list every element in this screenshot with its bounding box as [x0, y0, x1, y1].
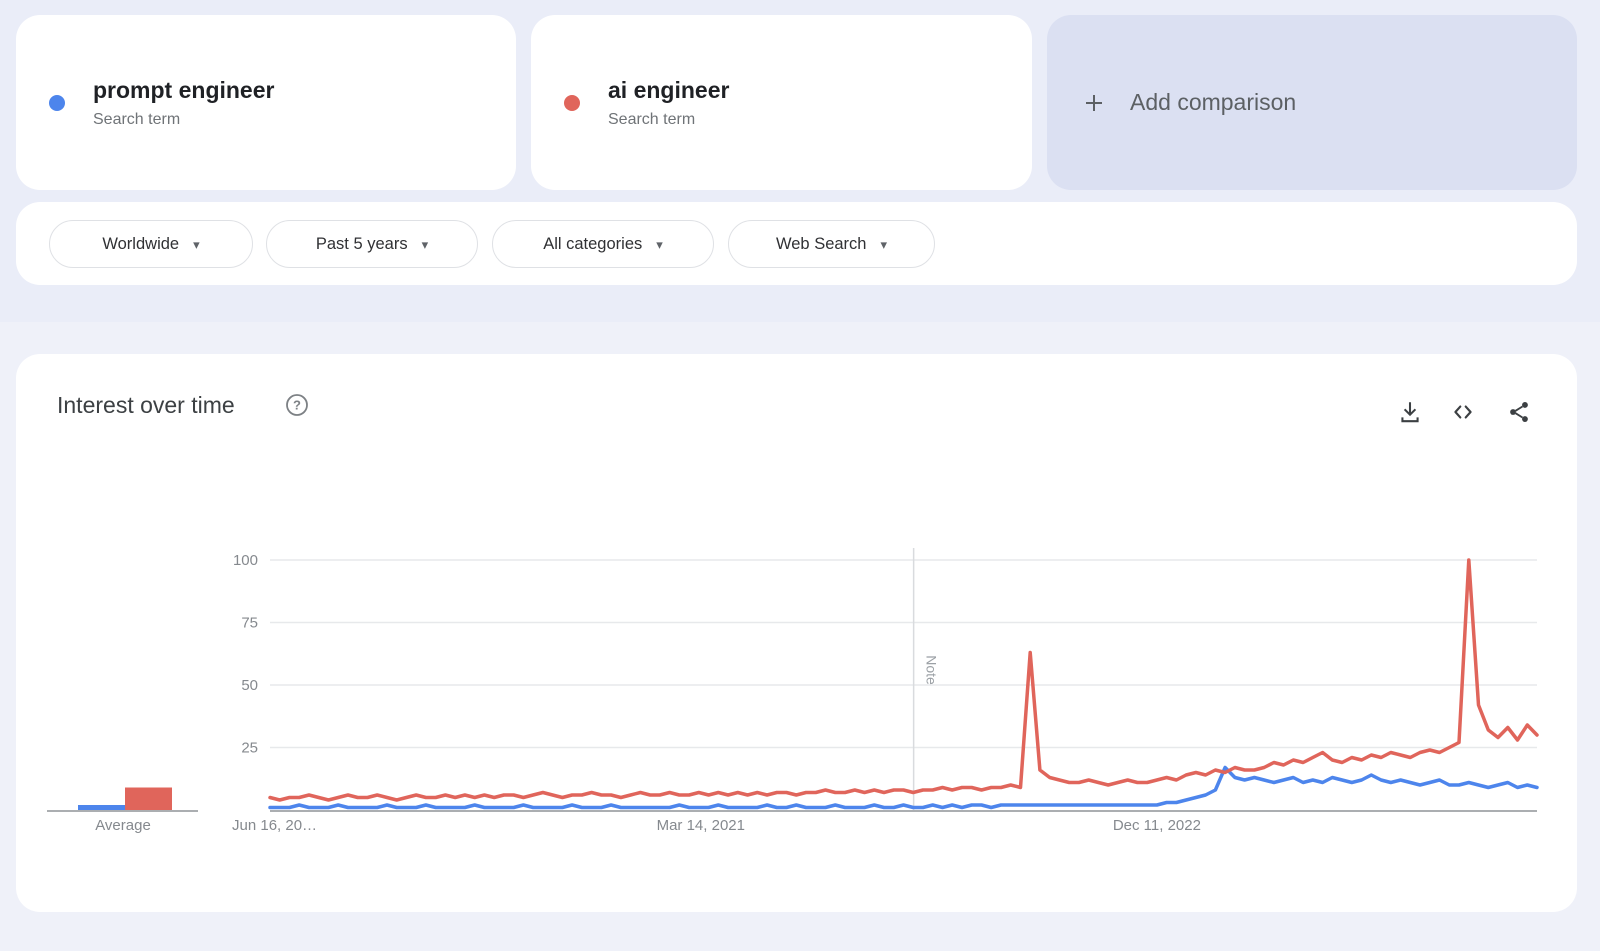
- term-label: ai engineer: [608, 77, 730, 103]
- y-tick-label-100: 100: [233, 552, 258, 569]
- embed-code-icon: [1454, 405, 1472, 419]
- filter-category-label: All categories: [543, 234, 643, 253]
- y-tick-label-75: 75: [241, 615, 258, 632]
- interest-over-time-chart[interactable]: 25 50 75 100 Note Jun 16, 20… Mar 14, 2021 Dec …: [16, 354, 1577, 912]
- x-tick-label-1: Mar 14, 2021: [657, 817, 745, 834]
- note-label: Note: [924, 655, 940, 685]
- help-button[interactable]: ?: [285, 393, 309, 417]
- filter-category-dropdown[interactable]: All categories ▾: [492, 220, 714, 268]
- svg-text:?: ?: [293, 398, 301, 413]
- series-color-dot-red: [564, 94, 580, 111]
- y-tick-label-25: 25: [241, 740, 258, 757]
- average-label: Average: [95, 817, 151, 834]
- download-button[interactable]: [1396, 399, 1424, 427]
- chevron-down-icon: ▾: [656, 237, 663, 252]
- term-card-ai-engineer[interactable]: ai engineer Search term: [531, 15, 1032, 190]
- term-card-text: ai engineer Search term: [608, 76, 729, 129]
- filter-time-dropdown[interactable]: Past 5 years ▾: [266, 220, 478, 268]
- chevron-down-icon: ▾: [880, 237, 888, 252]
- chart-title: Interest over time: [57, 392, 235, 418]
- chevron-down-icon: ▾: [193, 237, 200, 252]
- average-bar-0: [78, 805, 125, 810]
- filter-search-type-dropdown[interactable]: Web Search ▾: [728, 220, 935, 268]
- term-type-label: Search term: [608, 111, 696, 128]
- filter-bar: Worldwide ▾ Past 5 years ▾ All categorie…: [16, 202, 1577, 285]
- add-comparison-label: Add comparison: [1130, 89, 1297, 115]
- series-line-ai-engineer: [268, 558, 1539, 802]
- filter-time-label: Past 5 years: [315, 234, 408, 253]
- filter-region-label: Worldwide: [102, 234, 180, 253]
- series-line-prompt-engineer: [268, 765, 1539, 810]
- interest-over-time-card: Interest over time ? 25 50 75 100 Note Jun 16…: [16, 354, 1577, 912]
- term-label: prompt engineer: [93, 77, 275, 103]
- download-icon: [1401, 402, 1419, 423]
- chevron-down-icon: ▾: [421, 237, 429, 252]
- y-tick-label-50: 50: [241, 677, 258, 694]
- help-icon: ?: [286, 394, 308, 416]
- average-bar-1: [125, 787, 172, 810]
- term-type-label: Search term: [93, 111, 181, 128]
- add-comparison-button[interactable]: Add comparison: [1047, 15, 1577, 190]
- share-icon: [1510, 402, 1528, 422]
- x-tick-label-2: Dec 11, 2022: [1113, 817, 1201, 834]
- share-button[interactable]: [1505, 399, 1533, 427]
- filter-search-type-label: Web Search: [775, 234, 867, 253]
- x-tick-label-0: Jun 16, 20…: [232, 817, 317, 834]
- term-card-text: prompt engineer Search term: [93, 76, 274, 129]
- embed-button[interactable]: [1449, 399, 1477, 427]
- filter-region-dropdown[interactable]: Worldwide ▾: [49, 220, 253, 268]
- term-card-prompt-engineer[interactable]: prompt engineer Search term: [16, 15, 516, 190]
- series-color-dot-blue: [49, 94, 65, 111]
- plus-icon: [1086, 94, 1102, 111]
